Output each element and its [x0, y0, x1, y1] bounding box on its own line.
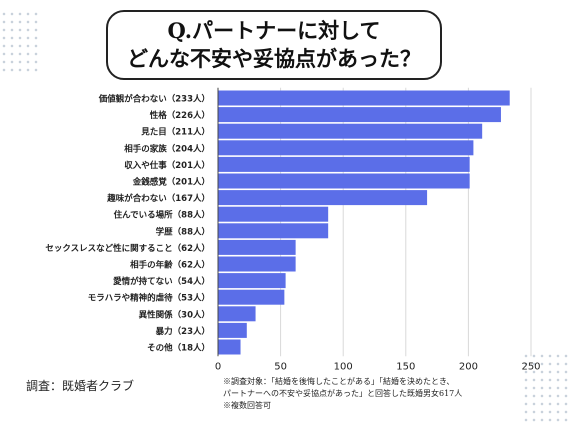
- category-label: 愛情が持てない（54人）: [113, 276, 210, 287]
- category-label: 相手の家族（204人）: [124, 143, 210, 154]
- category-label: 異性関係（30人）: [139, 309, 210, 320]
- note-line-3: ※複数回答可: [223, 401, 271, 410]
- category-label: 金銭感覚（201人）: [132, 177, 210, 188]
- x-tick-label: 150: [396, 361, 415, 372]
- title-line-2: どんな不安や妥協点があった？: [127, 46, 421, 71]
- category-label: 学歴（88人）: [156, 226, 210, 237]
- bar: [218, 173, 470, 189]
- x-tick-label: 0: [215, 361, 221, 372]
- category-label: 性格（226人）: [150, 110, 210, 121]
- category-label: その他（18人）: [147, 343, 210, 354]
- x-tick-label: 50: [274, 361, 287, 372]
- bar: [218, 123, 483, 139]
- x-tick-label: 250: [521, 361, 540, 372]
- bar: [218, 306, 256, 322]
- category-label: 収入や仕事（201人）: [124, 160, 210, 171]
- source-label: 調査：既婚者クラブ: [26, 379, 135, 393]
- bar: [218, 107, 501, 123]
- bar: [218, 256, 296, 272]
- x-tick-label: 100: [334, 361, 353, 372]
- category-label: セックスレスなど性に関すること（62人）: [45, 243, 210, 254]
- bar: [218, 190, 428, 206]
- title-box: Q.パートナーに対して どんな不安や妥協点があった？: [106, 10, 442, 80]
- bar: [218, 339, 241, 355]
- note-line-2: パートナーへの不安や妥協点があった」と回答した既婚男女617人: [223, 389, 463, 398]
- survey-notes: ※調査対象：「結婚を後悔したことがある」「結婚を決めたとき、 パートナーへの不安…: [223, 376, 462, 412]
- bar: [218, 156, 470, 172]
- bar: [218, 223, 329, 239]
- bar: [218, 90, 510, 106]
- x-tick-label: 200: [459, 361, 478, 372]
- bar: [218, 140, 474, 156]
- category-label: モラハラや精神的虐待（53人）: [88, 293, 210, 304]
- category-label: 見た目（211人）: [140, 127, 210, 138]
- title-line-1: Q.パートナーに対して: [167, 18, 381, 43]
- note-line-1: ※調査対象：「結婚を後悔したことがある」「結婚を決めたとき、: [223, 377, 455, 386]
- bar: [218, 289, 285, 305]
- category-label: 暴力（23人）: [155, 326, 210, 337]
- bar: [218, 273, 286, 289]
- bar: [218, 239, 296, 255]
- category-label: 価値観が合わない（233人）: [98, 94, 210, 105]
- category-label: 相手の年齢（62人）: [130, 260, 210, 271]
- category-label: 趣味が合わない（167人）: [106, 193, 210, 204]
- category-label: 住んでいる場所（88人）: [114, 210, 210, 221]
- bar: [218, 206, 329, 222]
- bar: [218, 322, 247, 338]
